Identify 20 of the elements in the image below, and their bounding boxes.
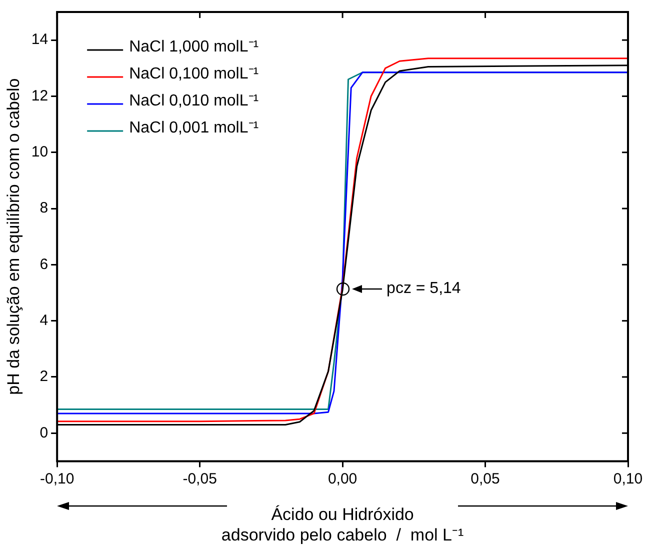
y-tick-label: 4 bbox=[40, 312, 48, 329]
y-tick-label: 10 bbox=[31, 144, 48, 161]
x-tick-label: 0,00 bbox=[328, 470, 358, 488]
y-tick-label: 2 bbox=[40, 368, 48, 386]
y-tick-label: 0 bbox=[40, 424, 48, 442]
y-axis-title: pH da solução em equilíbrio com o cabelo bbox=[4, 78, 23, 395]
legend-label: NaCl 1,000 molL⁻¹ bbox=[129, 38, 259, 56]
y-tick-label: 12 bbox=[31, 87, 48, 104]
x-tick-label: -0,10 bbox=[40, 470, 74, 488]
annotation: pcz = 5,14 bbox=[386, 280, 461, 298]
legend-label: NaCl 0,010 molL⁻¹ bbox=[129, 92, 259, 110]
y-tick-label: 14 bbox=[31, 31, 48, 48]
legend-label: NaCl 0,001 molL⁻¹ bbox=[129, 119, 259, 136]
y-tick-label: 6 bbox=[40, 256, 48, 273]
y-tick-label: 8 bbox=[40, 200, 48, 217]
x-axis-title: Ácido ou Hidróxido adsorvido pelo cabelo / mol L⁻¹ bbox=[221, 505, 464, 544]
x-tick-label: 0,10 bbox=[613, 470, 643, 488]
legend-label: NaCl 0,100 molL⁻¹ bbox=[129, 65, 259, 82]
x-tick-label: 0,05 bbox=[470, 470, 500, 488]
x-tick-label: -0,05 bbox=[182, 470, 217, 488]
